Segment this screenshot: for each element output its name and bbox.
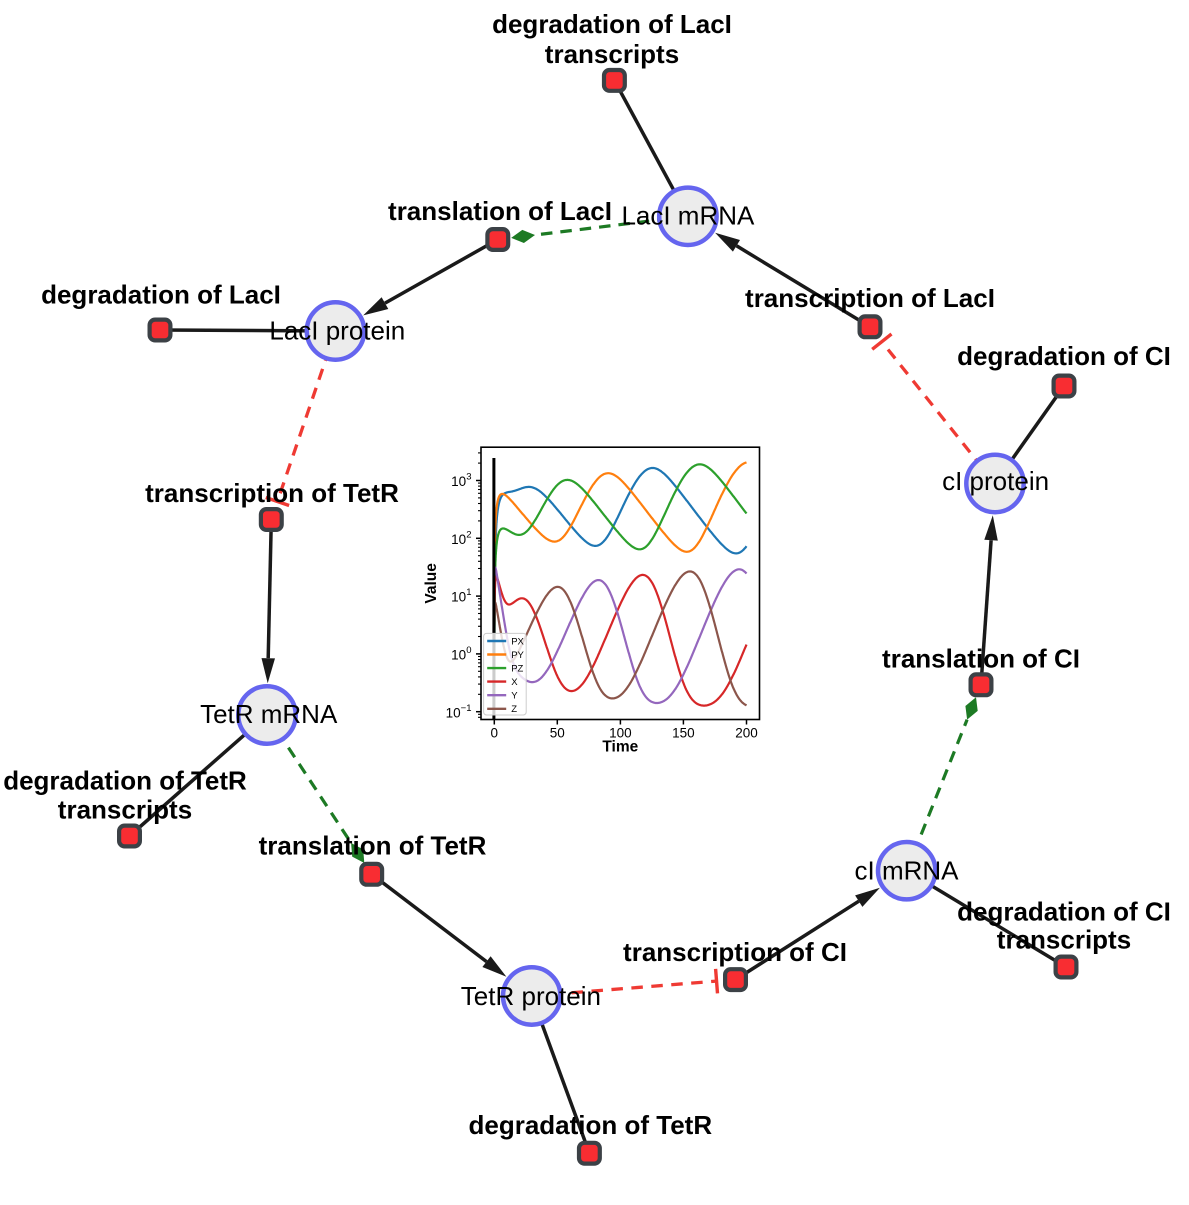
svg-text:transcription of CI: transcription of CI — [623, 937, 847, 967]
svg-text:degradation of TetR: degradation of TetR — [468, 1110, 712, 1140]
svg-text:cI protein: cI protein — [942, 466, 1049, 496]
svg-text:LacI protein: LacI protein — [269, 316, 405, 346]
svg-text:degradation of LacI: degradation of LacI — [41, 280, 281, 310]
svg-text:transcription of TetR: transcription of TetR — [145, 478, 399, 508]
svg-text:TetR mRNA: TetR mRNA — [200, 699, 338, 729]
svg-text:cI mRNA: cI mRNA — [855, 855, 960, 885]
svg-text:100: 100 — [609, 725, 632, 740]
svg-text:PX: PX — [511, 636, 524, 647]
svg-text:X: X — [511, 677, 518, 688]
svg-text:degradation of CI: degradation of CI — [957, 897, 1171, 927]
svg-text:150: 150 — [672, 725, 695, 740]
svg-text:Time: Time — [602, 739, 638, 756]
svg-text:translation of TetR: translation of TetR — [259, 831, 487, 861]
svg-text:50: 50 — [550, 725, 565, 740]
svg-text:PZ: PZ — [511, 664, 523, 675]
svg-text:Z: Z — [511, 704, 517, 715]
svg-text:degradation of LacI: degradation of LacI — [492, 9, 732, 39]
svg-text:LacI mRNA: LacI mRNA — [621, 201, 755, 231]
svg-text:degradation of CI: degradation of CI — [957, 341, 1171, 371]
svg-text:transcripts: transcripts — [58, 795, 192, 825]
svg-text:PY: PY — [511, 650, 524, 661]
svg-text:TetR protein: TetR protein — [461, 981, 601, 1011]
svg-text:transcription of LacI: transcription of LacI — [745, 283, 995, 313]
svg-text:translation of LacI: translation of LacI — [388, 196, 612, 226]
svg-text:translation of CI: translation of CI — [882, 644, 1080, 674]
svg-text:transcripts: transcripts — [997, 925, 1131, 955]
svg-text:Y: Y — [511, 691, 518, 702]
svg-text:200: 200 — [735, 725, 758, 740]
svg-text:0: 0 — [491, 725, 499, 740]
svg-text:transcripts: transcripts — [545, 39, 679, 69]
svg-text:Value: Value — [423, 563, 440, 604]
svg-text:degradation of TetR: degradation of TetR — [3, 766, 247, 796]
